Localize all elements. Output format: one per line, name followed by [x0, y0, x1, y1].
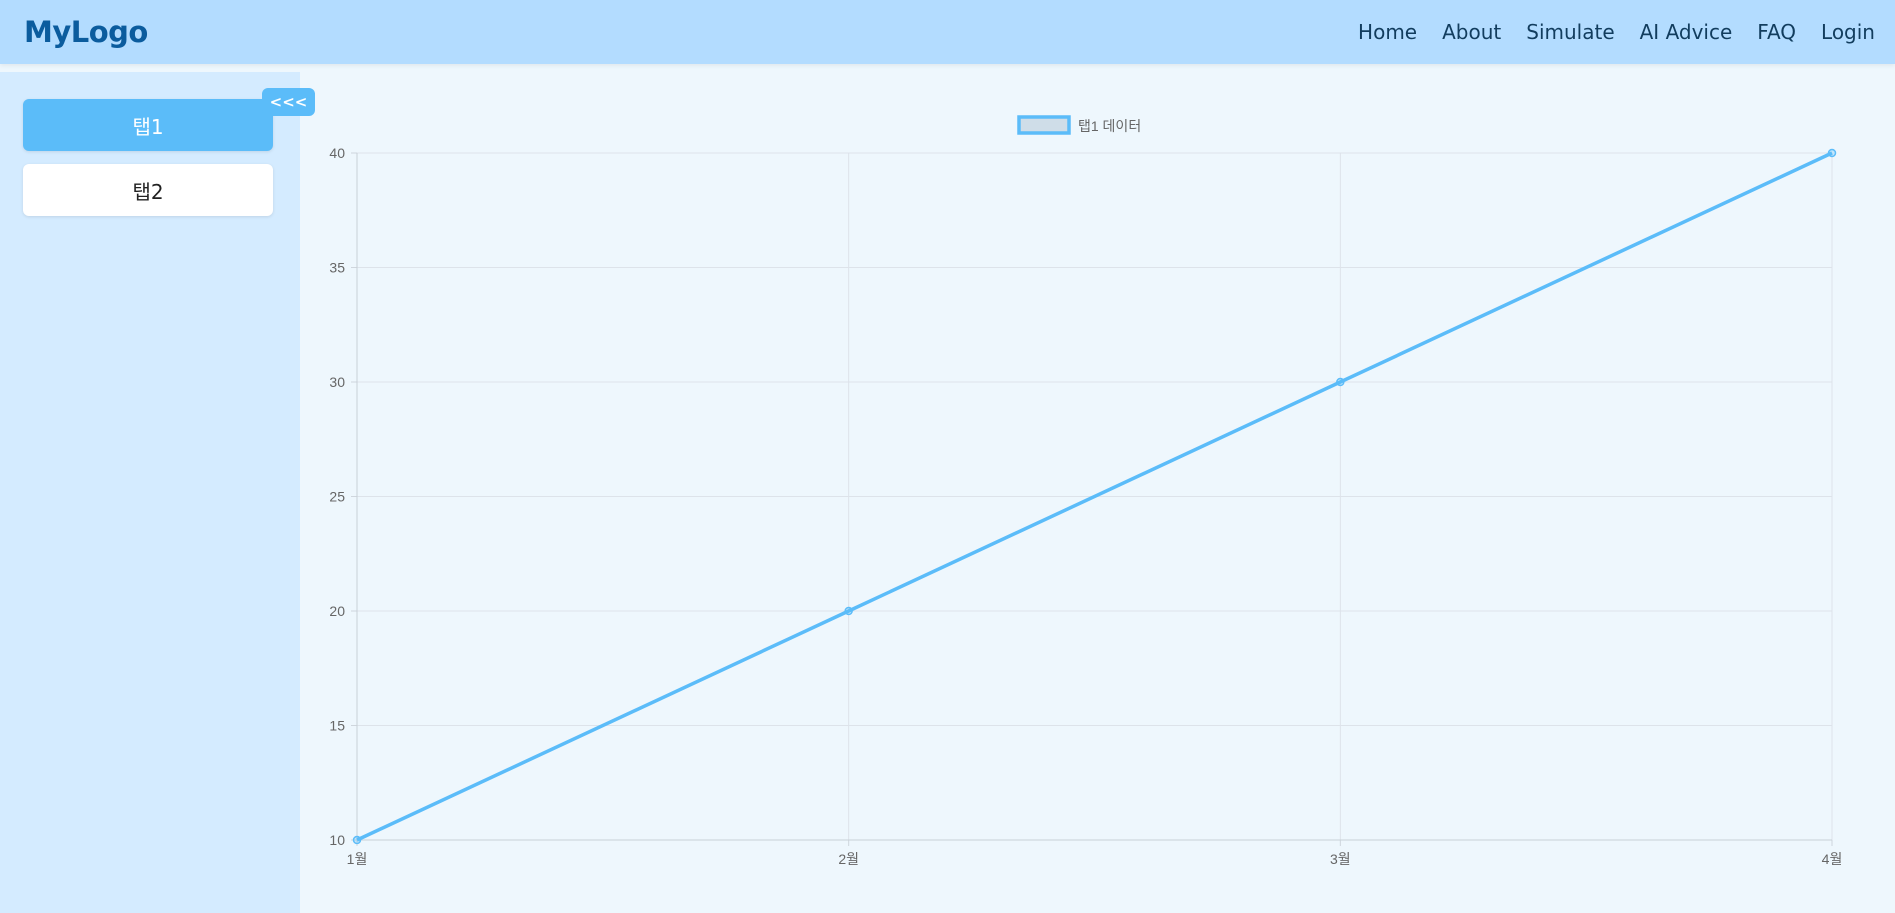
tab-1[interactable]: 탭1 — [23, 99, 273, 151]
data-point[interactable] — [1827, 148, 1837, 158]
nav-home-link[interactable]: Home — [1358, 20, 1418, 44]
x-tick-label: 2월 — [838, 851, 859, 867]
legend-swatch[interactable] — [1017, 115, 1071, 135]
nav-ai-advice-link[interactable]: AI Advice — [1639, 20, 1733, 44]
y-tick-label: 10 — [329, 832, 345, 848]
y-tick-label: 30 — [329, 374, 345, 390]
y-tick-label: 40 — [329, 145, 345, 161]
tab-2[interactable]: 탭2 — [23, 164, 273, 216]
x-tick-label: 1월 — [347, 851, 368, 867]
y-tick-label: 15 — [329, 718, 345, 734]
data-point[interactable] — [352, 835, 362, 845]
legend-label[interactable]: 탭1 데이터 — [1078, 118, 1141, 134]
x-tick-label: 3월 — [1330, 851, 1351, 867]
top-navbar: MyLogo Home About Simulate AI Advice FAQ… — [0, 0, 1895, 64]
sidebar: 탭1 탭2 — [0, 72, 300, 913]
x-tick-label: 4월 — [1822, 851, 1843, 867]
data-point[interactable] — [1336, 377, 1345, 387]
y-tick-label: 20 — [329, 603, 345, 619]
nav-faq-link[interactable]: FAQ — [1757, 20, 1797, 44]
nav-simulate-link[interactable]: Simulate — [1526, 20, 1615, 44]
y-tick-label: 25 — [329, 489, 345, 505]
series-line — [356, 151, 1833, 842]
data-point[interactable] — [844, 606, 853, 616]
y-tick-label: 35 — [329, 260, 345, 276]
main-nav: Home About Simulate AI Advice FAQ Login — [1358, 20, 1875, 44]
line-chart: 10 15 20 25 30 35 40 1월 2월 3월 4월 탭1 데이터 — [329, 115, 1843, 867]
nav-login-link[interactable]: Login — [1821, 20, 1875, 44]
nav-about-link[interactable]: About — [1442, 20, 1502, 44]
logo[interactable]: MyLogo — [24, 15, 148, 49]
collapse-sidebar-button[interactable]: <<< — [262, 88, 315, 116]
